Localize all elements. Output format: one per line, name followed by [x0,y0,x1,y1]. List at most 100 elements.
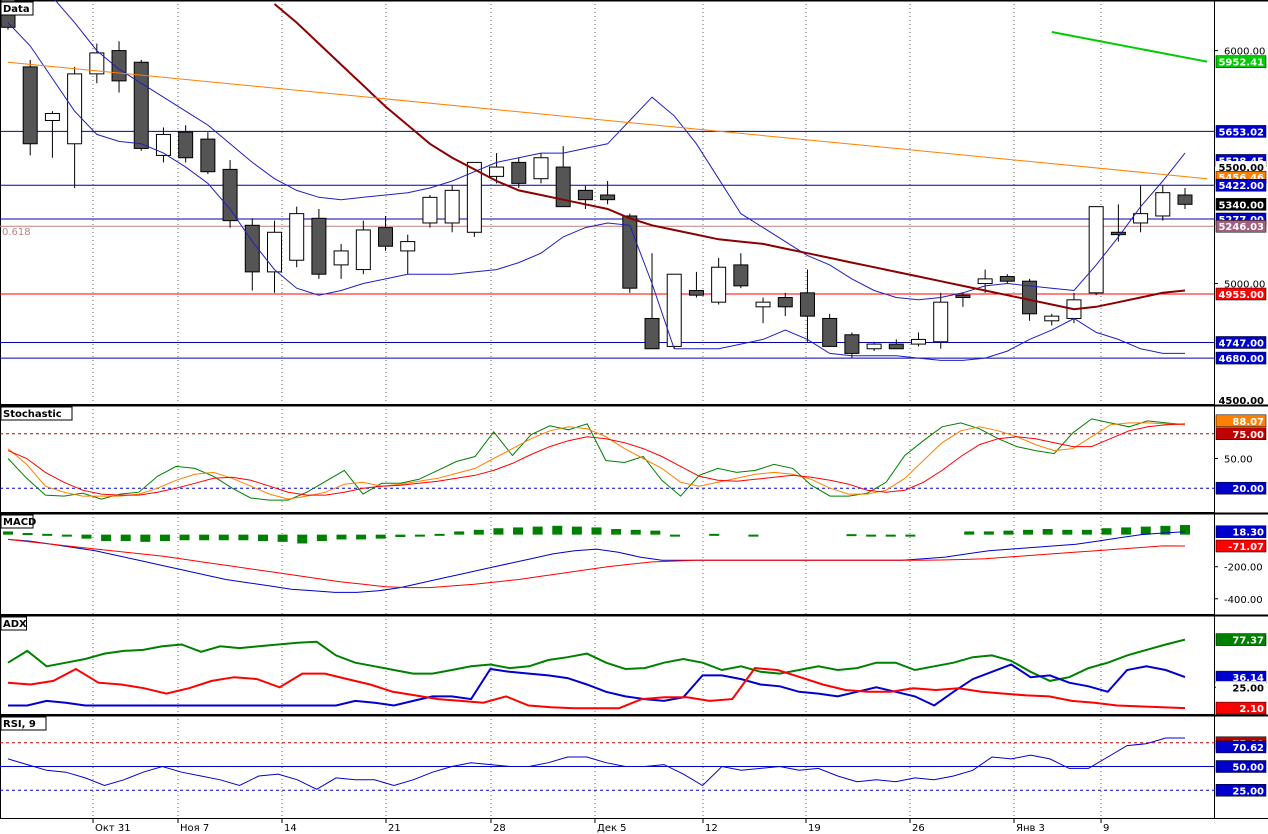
value-tag [1215,178,1267,192]
series-line-trend-orange [7,61,1208,180]
candle-body [355,229,371,271]
macd-histogram-bar [336,534,347,540]
candle-body [555,166,571,208]
macd-histogram-bar [611,529,622,535]
macd-histogram-bar [316,534,327,542]
x-tick-label: Янв 3 [1016,823,1045,834]
panel-title: MACD [3,517,36,528]
x-axis-bg [0,818,1268,834]
macd-histogram-bar [1003,530,1014,535]
macd-histogram-bar [159,534,170,542]
macd-histogram-bar [669,534,680,537]
series-line-k [7,418,1186,501]
value-tag [1215,784,1267,797]
value-tag-label: 88.07 [1232,417,1264,428]
macd-histogram-bar [552,525,563,535]
macd-histogram-bar [1062,529,1073,535]
macd-histogram-bar [983,531,994,535]
macd-histogram-bar [42,533,53,536]
macd-histogram-bar [218,534,229,541]
value-tag [1215,198,1267,211]
macd-histogram-bar [1180,525,1190,535]
value-tag-label: 5653.02 [1218,127,1264,138]
y-tick-label: -200.00 [1224,563,1263,574]
panel-stochastic: 50.00 88.07 75.00 20.00 Stochastic [0,404,1268,513]
y-tick-label: 50.00 [1224,455,1253,466]
macd-histogram-bar [650,530,661,535]
candle-body [666,273,682,347]
candle-body [22,66,38,145]
macd-histogram-bar [885,534,896,537]
value-tag [1215,525,1267,538]
macd-histogram-bar [414,534,425,537]
candle-body [1177,194,1193,205]
candle-body [289,213,305,261]
series-line-minus-di [7,667,1186,710]
value-tag-label: 5952.41 [1218,58,1264,69]
value-tag [1215,336,1267,349]
macd-histogram-bar [1042,529,1053,535]
value-tag [1215,125,1267,138]
value-tag [1215,701,1267,715]
candle-body [67,73,83,145]
candle-body [622,215,638,289]
macd-histogram-bar [905,534,916,537]
panel-title-box [0,1,34,16]
series-line-plus-di [8,663,1186,707]
x-tick-label: 21 [388,823,401,834]
macd-histogram-bar [61,534,72,537]
macd-histogram-bar [81,534,92,539]
series-line-macd [7,531,1186,593]
macd-histogram-bar [22,533,33,536]
y-tick-label: 5000.00 [1224,280,1265,291]
candle-body [1133,213,1149,224]
candle-body [311,217,327,275]
value-tag [1215,427,1267,440]
macd-histogram-bar [709,533,720,536]
value-tag-label: 18.30 [1232,528,1264,539]
series-line-signal [7,538,1186,589]
x-tick-label: 28 [493,823,506,834]
candle-body [600,194,616,201]
candle-body [999,276,1015,282]
macd-histogram-bar [375,534,386,539]
value-tag [1216,161,1266,174]
candle-body [1155,192,1171,217]
macd-histogram-bar [258,534,269,542]
panel-data: 0.6186000.005000.005952.415653.025528.45… [0,0,1268,407]
value-tag [1215,287,1267,301]
series-line-d [7,422,1186,500]
value-tag [1215,740,1267,754]
value-tag-label: 5500.00 [1218,163,1264,174]
candle-body [755,301,771,308]
macd-histogram-bar [1023,529,1034,535]
candle-body [44,112,60,121]
series-line-adx [7,638,1186,682]
candle-body [444,189,460,224]
macd-histogram-bar [199,534,210,541]
macd-histogram-bar [1101,528,1112,535]
x-tick-label: 26 [912,823,925,834]
candle-body [688,290,704,296]
candle-body [489,166,505,177]
candle-body [200,138,216,173]
macd-histogram-bar [434,533,445,536]
candle-body [266,231,282,273]
panel-title: RSI, 9 [3,719,36,730]
panel-title-box [0,716,47,731]
panel-title-box [0,406,73,421]
value-tag-label: 4500.00 [1218,396,1264,407]
candle-body [822,317,838,347]
value-tag-label: 25.00 [1232,786,1264,797]
macd-histogram-bar [356,534,367,540]
value-tag-label: 70.62 [1232,743,1264,754]
candle-body [1088,206,1104,294]
candle-body [222,168,238,222]
panel-title: Stochastic [3,409,62,420]
fib-label: 0.618 [2,227,31,238]
value-tag-label: 20.00 [1232,484,1264,495]
macd-histogram-bar [866,534,877,537]
macd-histogram-bar [591,527,602,535]
candle-body [466,161,482,233]
